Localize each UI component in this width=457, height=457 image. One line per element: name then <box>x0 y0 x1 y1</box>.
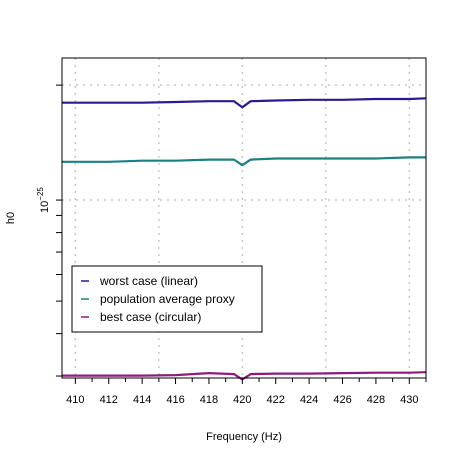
x-tick-label: 412 <box>100 394 118 406</box>
y-axis-label: h0 <box>5 212 17 224</box>
legend-entry: population average proxy <box>100 292 235 306</box>
x-tick-label: 428 <box>367 394 385 406</box>
legend: worst case (linear) population average pr… <box>71 265 263 333</box>
series-line <box>62 156 426 167</box>
legend-entry: best case (circular) <box>100 310 201 324</box>
plot-frame <box>61 57 427 379</box>
x-tick-label: 422 <box>267 394 285 406</box>
x-axis: 410 412 414 416 418 420 422 424 426 428 430 <box>66 378 427 406</box>
x-tick-label: 420 <box>233 394 251 406</box>
x-tick-label: 424 <box>300 394 318 406</box>
legend-entry: worst case (linear) <box>99 274 198 288</box>
x-tick-label: 416 <box>166 394 184 406</box>
series-line <box>62 97 427 109</box>
x-tick-label: 418 <box>200 394 218 406</box>
x-tick-label: 414 <box>133 394 151 406</box>
x-axis-label: Frequency (Hz) <box>206 431 282 443</box>
x-tick-label: 430 <box>400 394 418 406</box>
x-tick-label: 426 <box>333 394 351 406</box>
legend-box <box>71 265 263 333</box>
y-axis: 10−25 <box>36 84 62 377</box>
series-lines <box>62 97 427 381</box>
x-tick-label: 410 <box>66 394 84 406</box>
y-tick-label: 10−25 <box>36 187 51 213</box>
